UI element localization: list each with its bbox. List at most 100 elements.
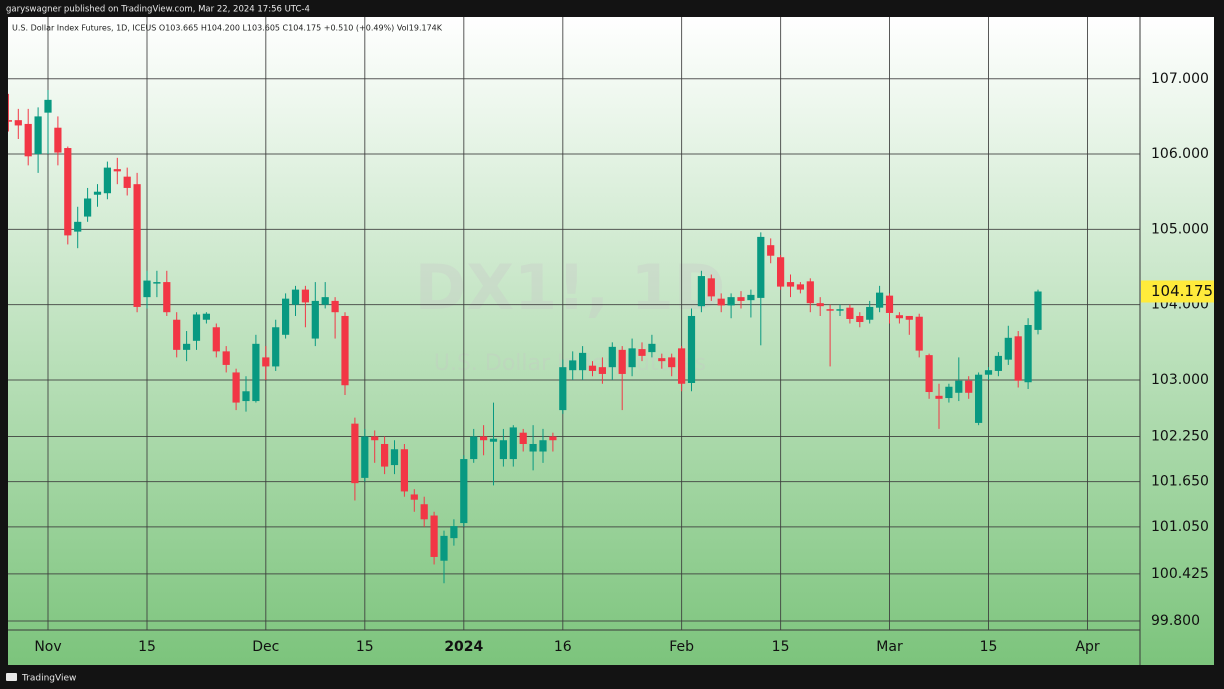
candle-body xyxy=(173,319,181,350)
candle-body xyxy=(470,436,478,460)
candle-body xyxy=(64,148,72,236)
candle-body xyxy=(579,352,587,371)
candle-body xyxy=(687,315,696,383)
candle-body xyxy=(499,440,507,460)
candle-body xyxy=(598,367,606,374)
candle-body xyxy=(935,395,943,399)
candle-body xyxy=(282,298,290,335)
candle-body xyxy=(1014,336,1022,381)
x-tick-label: 15 xyxy=(138,639,156,655)
candle-body xyxy=(371,436,379,441)
candle-body xyxy=(737,297,745,301)
candle-body xyxy=(103,167,111,194)
candle-body xyxy=(420,504,428,520)
y-tick-label: 103.000 xyxy=(1151,372,1209,388)
candle-body xyxy=(588,365,597,371)
y-tick-label: 101.650 xyxy=(1151,474,1209,490)
candle-body xyxy=(1034,291,1042,330)
brand-logo xyxy=(6,673,17,681)
candle-body xyxy=(668,357,676,368)
candle-body xyxy=(410,494,418,500)
candle-body xyxy=(796,284,804,290)
candle-body xyxy=(153,282,161,284)
chart-background xyxy=(8,17,1214,665)
candle-body xyxy=(400,449,408,492)
candle-body xyxy=(192,314,201,341)
candle-body xyxy=(549,436,557,441)
candle-body xyxy=(311,300,319,339)
candle-body xyxy=(955,380,963,393)
candle-body xyxy=(242,391,250,402)
candle-body xyxy=(529,443,537,452)
y-tick-label: 99.800 xyxy=(1151,613,1200,629)
candle-body xyxy=(618,349,626,374)
candle-body xyxy=(183,343,191,350)
candle-body xyxy=(994,355,1002,371)
candle-body xyxy=(361,436,369,478)
x-tick-label: 15 xyxy=(772,639,790,655)
x-tick-label: 2024 xyxy=(444,639,483,655)
candle-body xyxy=(163,282,171,313)
candle-body xyxy=(638,349,646,356)
candle-body xyxy=(34,116,42,155)
candle-body xyxy=(390,449,399,466)
y-tick-label: 102.250 xyxy=(1151,428,1209,444)
candle-body xyxy=(757,236,765,298)
y-tick-label: 106.000 xyxy=(1151,146,1209,162)
candle-body xyxy=(905,315,913,320)
last-price-label: 104.175 xyxy=(1151,282,1213,300)
candle-body xyxy=(895,315,903,319)
candle-body xyxy=(717,298,725,306)
candle-body xyxy=(252,343,260,402)
y-tick-label: 101.050 xyxy=(1151,519,1209,535)
candle-body xyxy=(777,257,785,287)
candles xyxy=(8,90,1042,584)
footer: TradingView xyxy=(6,673,76,684)
candle-body xyxy=(885,295,894,313)
candle-body xyxy=(747,294,755,301)
brand: TradingView xyxy=(21,674,76,684)
candle-body xyxy=(866,306,874,320)
candle-body xyxy=(460,459,468,524)
candle-body xyxy=(945,386,953,399)
candle-body xyxy=(509,427,517,460)
candle-body xyxy=(965,380,973,393)
y-tick-label: 105.000 xyxy=(1151,221,1209,237)
candle-body xyxy=(697,276,705,307)
candle-body xyxy=(1024,325,1032,383)
candle-body xyxy=(272,327,280,367)
candle-body xyxy=(212,327,220,352)
candle-body xyxy=(321,297,329,305)
candle-body xyxy=(846,307,854,319)
candle-body xyxy=(232,372,240,403)
x-tick-label: 16 xyxy=(554,639,572,655)
x-tick-label: Feb xyxy=(669,639,694,655)
candle-body xyxy=(876,292,884,308)
x-tick-label: 15 xyxy=(980,639,998,655)
candle-body xyxy=(331,300,339,313)
candle-body xyxy=(559,367,567,411)
candle-body xyxy=(14,120,22,126)
candle-body xyxy=(381,443,389,467)
last-price-box xyxy=(1141,280,1214,303)
candle-body xyxy=(222,351,230,365)
candle-body xyxy=(539,440,547,452)
candle-body xyxy=(1004,337,1012,360)
watermark: DX1!, 1D xyxy=(415,251,725,324)
y-tick-label: 107.000 xyxy=(1151,71,1209,87)
symbol-legend: U.S. Dollar Index Futures, 1D, ICEUS O10… xyxy=(12,24,443,33)
candle-body xyxy=(84,198,92,217)
candle-body xyxy=(786,282,795,287)
candle-body xyxy=(767,245,775,256)
candle-body xyxy=(8,120,12,122)
candle-body xyxy=(826,309,834,311)
candle-body xyxy=(806,281,814,304)
y-tick-label: 100.425 xyxy=(1151,566,1209,582)
candle-body xyxy=(519,432,527,444)
candle-body xyxy=(925,355,933,393)
candle-body xyxy=(984,370,993,375)
x-tick-label: Nov xyxy=(34,639,61,655)
candle-body xyxy=(975,374,983,423)
